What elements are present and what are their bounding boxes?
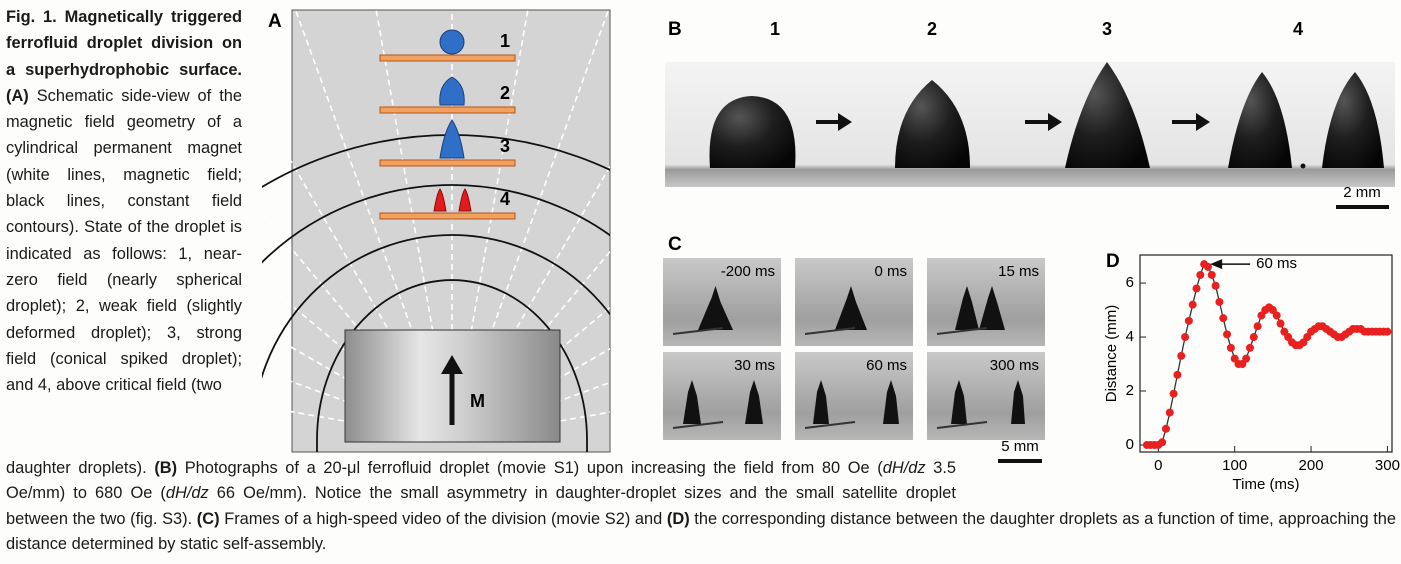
data-point [1246,344,1254,352]
droplet-label: 4 [500,189,510,209]
figure: A M 1 2 3 4 B 1 2 3 4 2 mm C -200 ms 0 ms 15 ms 30 ms 60 … [0,0,1401,564]
data-point [1208,271,1216,279]
annotation-arrow-head [1210,259,1222,269]
data-point [1196,271,1204,279]
x-tick-label: 300 [1375,457,1400,474]
data-point [1193,284,1201,292]
x-axis-label: Time (ms) [1233,476,1300,493]
scale-label: 2 mm [1343,184,1381,201]
data-point [1242,355,1250,363]
x-tick-label: 0 [1154,457,1162,474]
data-point [1185,317,1193,325]
frame-label: -200 ms [721,263,775,280]
plot-frame [1140,255,1392,452]
data-point [1250,333,1258,341]
x-tick-label: 100 [1222,457,1247,474]
data-point [1177,352,1185,360]
photo-label: 2 [927,19,937,39]
page: { "caption": { "column": [ {"text": "Fig… [0,0,1401,564]
frame-label: 300 ms [990,357,1039,374]
annotation: 60 ms [1256,255,1297,272]
y-tick-label: 6 [1126,274,1134,291]
droplet-label: 2 [500,83,510,103]
y-tick-label: 4 [1126,328,1134,345]
panel-label: C [668,234,682,255]
data-point [1254,322,1262,330]
x-tick-label: 200 [1299,457,1324,474]
scale-label: 5 mm [1001,438,1039,455]
data-point [1173,371,1181,379]
data-point [1189,301,1197,309]
photo-label: 3 [1102,19,1112,39]
y-axis-label: Distance (mm) [1103,305,1120,403]
y-tick-label: 2 [1126,382,1134,399]
panel-label: A [268,11,282,32]
data-point [1215,298,1223,306]
frame-label: 60 ms [866,357,907,374]
magnet-label: M [470,391,485,411]
panel-label: D [1106,251,1120,272]
droplet [440,30,464,54]
substrate [380,55,515,61]
frame-label: 30 ms [734,357,775,374]
substrate [380,107,515,113]
substrate [380,213,515,219]
data-point [1166,409,1174,417]
data-point [1273,311,1281,319]
data-point [1212,282,1220,290]
photo-label: 1 [770,19,780,39]
droplet-label: 1 [500,31,510,51]
data-point [1227,344,1235,352]
data-point [1162,425,1170,433]
droplet-label: 3 [500,136,510,156]
data-point [1277,320,1285,328]
data-point [1170,390,1178,398]
satellite-droplet [1301,164,1306,169]
data-point [1158,438,1166,446]
substrate [380,160,515,166]
frame-label: 0 ms [874,263,907,280]
data-point [1181,333,1189,341]
data-point [1219,314,1227,322]
data-point [1383,328,1391,336]
data-point [1223,330,1231,338]
frame-label: 15 ms [998,263,1039,280]
panel-label: B [668,19,682,40]
photo-label: 4 [1293,19,1303,39]
y-tick-label: 0 [1126,436,1134,453]
